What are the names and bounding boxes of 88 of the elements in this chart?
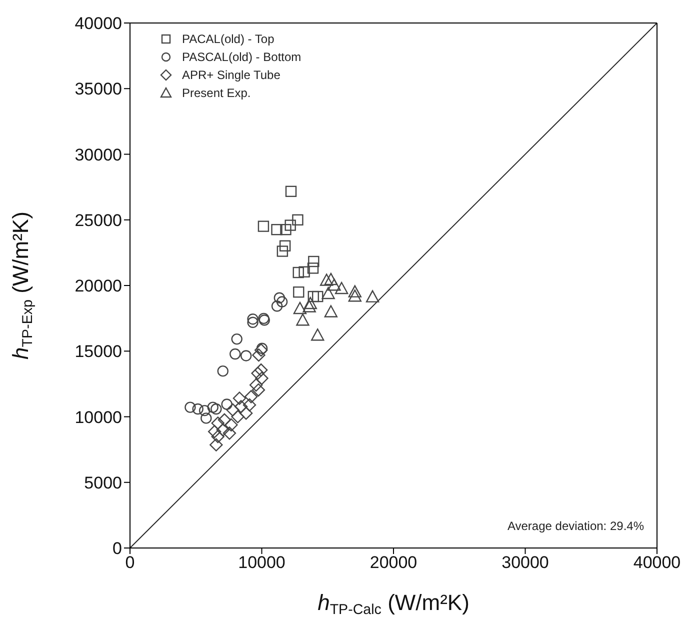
point (279, 240, 291, 252)
point (249, 378, 263, 392)
point (284, 220, 296, 231)
point (328, 278, 341, 291)
point (242, 398, 256, 412)
point (216, 423, 230, 436)
point (231, 333, 242, 345)
point (207, 402, 218, 413)
point (280, 224, 292, 236)
point (311, 328, 324, 341)
point (211, 430, 224, 444)
point (211, 416, 224, 430)
point (208, 424, 222, 438)
point (308, 256, 320, 268)
point (217, 365, 228, 377)
point (226, 403, 240, 417)
point (302, 300, 316, 312)
point (276, 246, 288, 257)
point (244, 390, 258, 404)
point (324, 272, 338, 286)
point (239, 406, 253, 420)
point (192, 403, 204, 415)
point (210, 403, 222, 415)
point (348, 285, 362, 298)
point (232, 392, 246, 405)
point (334, 282, 348, 294)
point (285, 186, 297, 197)
point (247, 314, 258, 325)
legend-label: APR+ Single Tube (182, 68, 280, 82)
point (230, 348, 241, 360)
point (224, 418, 238, 432)
point (234, 400, 248, 414)
x-tick-label: 30000 (502, 553, 549, 572)
point (252, 383, 266, 397)
point (247, 316, 258, 328)
y-tick-label: 35000 (74, 80, 122, 99)
point (293, 302, 307, 314)
legend-label: PASCAL(old) - Bottom (182, 50, 302, 64)
point (184, 402, 196, 413)
point (271, 300, 283, 312)
point (274, 292, 286, 304)
point (304, 296, 317, 310)
y-tick-label: 0 (112, 539, 122, 558)
point (198, 404, 210, 416)
point (296, 314, 310, 326)
legend-label: Present Exp. (182, 86, 251, 100)
y-tick-label: 15000 (74, 342, 122, 362)
point (307, 262, 319, 274)
x-tick-label: 0 (125, 553, 135, 572)
x-tick-label: 20000 (370, 553, 418, 572)
point (256, 342, 268, 354)
y-tick-label: 5000 (84, 473, 122, 492)
x-tick-label: 40000 (633, 553, 681, 572)
point (293, 286, 304, 298)
point (221, 398, 232, 410)
y-tick-label: 20000 (74, 276, 122, 296)
legend-label: PACAL(old) - Top (182, 32, 274, 46)
point (254, 343, 268, 357)
point (324, 305, 338, 318)
point (252, 348, 266, 362)
point (320, 274, 334, 286)
x-axis-title: h$_{TP-Calc}$ (W/m²K) (318, 590, 470, 618)
point (251, 366, 264, 380)
point (231, 410, 244, 424)
point (254, 363, 268, 377)
point (210, 438, 223, 452)
point (276, 296, 288, 308)
point (312, 290, 324, 302)
y-tick-label: 40000 (74, 14, 122, 34)
point (271, 224, 282, 236)
y-tick-label: 25000 (74, 210, 122, 230)
point (348, 290, 362, 302)
point (322, 286, 335, 300)
point (255, 372, 268, 385)
point (292, 266, 304, 278)
y-tick-label: 30000 (74, 145, 122, 164)
point (222, 426, 236, 440)
point (298, 266, 310, 278)
annotation: Average deviation: 29.4% (507, 519, 644, 533)
point (308, 290, 319, 302)
x-tick-label: 10000 (238, 553, 286, 572)
y-tick-label: 10000 (74, 408, 122, 427)
point (218, 413, 232, 426)
point (258, 220, 270, 232)
point (366, 290, 380, 302)
point (292, 214, 304, 226)
point (200, 412, 212, 424)
point (240, 350, 252, 362)
